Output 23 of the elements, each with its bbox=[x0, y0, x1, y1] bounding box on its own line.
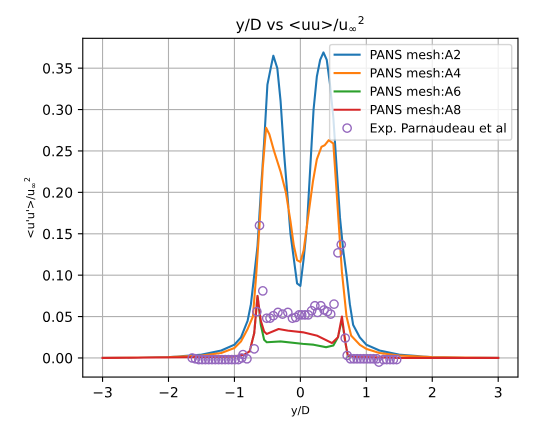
y-tick-label: 0.30 bbox=[43, 104, 72, 116]
legend-label: PANS mesh:A6 bbox=[370, 86, 460, 96]
y-tick-label: 0.10 bbox=[43, 270, 72, 281]
y-tick-label: 0.20 bbox=[43, 187, 72, 198]
x-tick-label: −1 bbox=[226, 387, 244, 398]
x-tick-label: 0 bbox=[296, 386, 304, 398]
y-axis-title: <u'u'>/u$_{∞}$$^{2}$ bbox=[24, 178, 36, 238]
chart-title: y/D vs <uu>/u$_{∞}$$^{2}$ bbox=[236, 16, 364, 34]
y-tick-label: 0.00 bbox=[43, 352, 72, 364]
y-tick-label: 0.25 bbox=[43, 146, 72, 156]
x-tick-label: 3 bbox=[494, 386, 502, 398]
x-tick-label: −3 bbox=[94, 386, 112, 398]
x-tick-label: 2 bbox=[428, 386, 436, 398]
x-axis-title: y/D bbox=[291, 406, 310, 416]
y-tick-label: 0.15 bbox=[43, 228, 72, 240]
y-tick-label: 0.05 bbox=[43, 312, 72, 322]
x-tick-label: −2 bbox=[160, 386, 178, 398]
y-tick-label: 0.35 bbox=[43, 63, 72, 74]
x-tick-label: 1 bbox=[363, 387, 370, 398]
legend-label: PANS mesh:A4 bbox=[370, 68, 460, 78]
legend-label: Exp. Parnaudeau et al bbox=[370, 122, 506, 136]
legend-label: PANS mesh:A8 bbox=[370, 104, 460, 114]
legend-label: PANS mesh:A2 bbox=[370, 50, 460, 60]
